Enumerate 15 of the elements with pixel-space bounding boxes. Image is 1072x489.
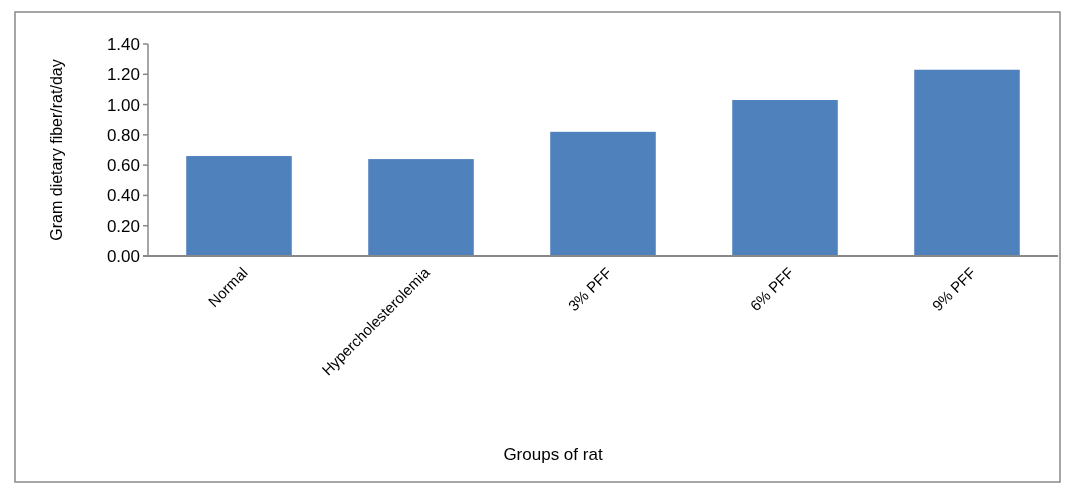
y-tick-label: 0.00 <box>106 246 140 266</box>
y-axis-title: Gram dietary fiber/rat/day <box>48 59 65 241</box>
y-tick-label: 1.00 <box>106 95 140 115</box>
y-tick-label: 0.80 <box>106 125 140 145</box>
x-axis-title: Groups of rat <box>503 445 603 464</box>
y-tick-label: 1.40 <box>106 34 140 54</box>
bar <box>914 69 1020 256</box>
y-tick-label: 0.20 <box>106 216 140 236</box>
y-tick-label: 1.20 <box>106 65 140 85</box>
bar <box>550 131 656 256</box>
y-tick-label: 0.60 <box>106 156 140 176</box>
bar <box>186 156 292 256</box>
bar <box>368 159 474 256</box>
y-tick-label: 0.40 <box>106 186 140 206</box>
bar <box>732 100 838 256</box>
